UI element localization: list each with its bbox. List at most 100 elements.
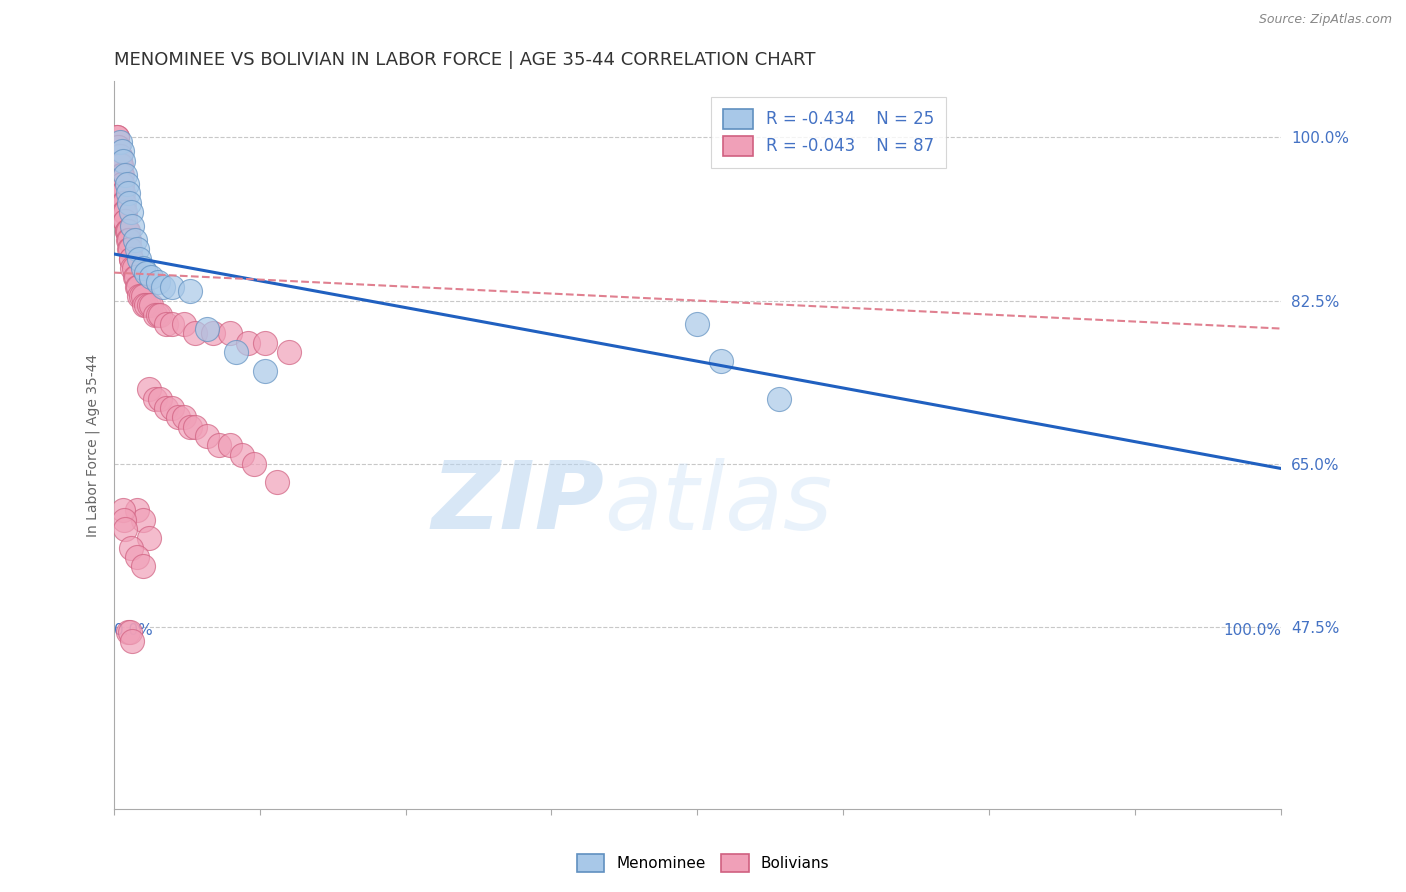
Point — [768, 392, 790, 406]
Point — [114, 205, 136, 219]
Point — [118, 195, 141, 210]
Point — [152, 279, 174, 293]
Point — [143, 392, 166, 406]
Point — [114, 214, 136, 228]
Point — [129, 289, 152, 303]
Point — [155, 401, 177, 415]
Point — [114, 214, 136, 228]
Point — [236, 335, 259, 350]
Point — [112, 205, 135, 219]
Point — [138, 382, 160, 396]
Point — [266, 475, 288, 490]
Legend: Menominee, Bolivians: Menominee, Bolivians — [569, 846, 837, 880]
Point — [117, 233, 139, 247]
Point — [111, 177, 134, 191]
Point — [231, 448, 253, 462]
Point — [112, 195, 135, 210]
Point — [254, 363, 277, 377]
Point — [112, 205, 135, 219]
Point — [112, 503, 135, 517]
Point — [710, 354, 733, 368]
Point — [111, 145, 134, 159]
Point — [117, 624, 139, 639]
Point — [173, 410, 195, 425]
Point — [124, 233, 146, 247]
Point — [132, 289, 155, 303]
Point — [111, 168, 134, 182]
Point — [108, 149, 131, 163]
Point — [111, 177, 134, 191]
Point — [139, 298, 162, 312]
Point — [225, 344, 247, 359]
Point — [108, 149, 131, 163]
Point — [118, 242, 141, 256]
Point — [132, 260, 155, 275]
Point — [112, 186, 135, 201]
Point — [120, 252, 142, 266]
Point — [121, 260, 143, 275]
Point — [120, 205, 142, 219]
Point — [125, 550, 148, 565]
Legend: R = -0.434    N = 25, R = -0.043    N = 87: R = -0.434 N = 25, R = -0.043 N = 87 — [711, 97, 946, 168]
Point — [135, 298, 157, 312]
Point — [127, 279, 149, 293]
Point — [118, 242, 141, 256]
Point — [108, 158, 131, 172]
Text: ZIP: ZIP — [432, 458, 605, 549]
Point — [122, 260, 145, 275]
Point — [111, 186, 134, 201]
Point — [107, 139, 129, 153]
Point — [160, 279, 183, 293]
Point — [121, 634, 143, 648]
Point — [149, 392, 172, 406]
Point — [112, 195, 135, 210]
Point — [201, 326, 224, 341]
Text: 0.0%: 0.0% — [114, 624, 152, 639]
Point — [195, 429, 218, 443]
Point — [118, 624, 141, 639]
Point — [128, 252, 150, 266]
Point — [107, 139, 129, 153]
Point — [242, 457, 264, 471]
Point — [125, 503, 148, 517]
Point — [132, 513, 155, 527]
Point — [107, 149, 129, 163]
Text: Source: ZipAtlas.com: Source: ZipAtlas.com — [1258, 13, 1392, 27]
Point — [115, 224, 138, 238]
Point — [179, 419, 201, 434]
Point — [143, 308, 166, 322]
Point — [125, 270, 148, 285]
Point — [254, 335, 277, 350]
Point — [132, 559, 155, 574]
Point — [110, 158, 132, 172]
Point — [108, 158, 131, 172]
Point — [208, 438, 231, 452]
Point — [160, 317, 183, 331]
Point — [173, 317, 195, 331]
Point — [138, 532, 160, 546]
Point — [112, 195, 135, 210]
Point — [155, 317, 177, 331]
Point — [105, 130, 128, 145]
Point — [146, 308, 169, 322]
Point — [108, 135, 131, 149]
Point — [195, 321, 218, 335]
Point — [132, 298, 155, 312]
Point — [160, 401, 183, 415]
Text: 100.0%: 100.0% — [1223, 624, 1281, 639]
Point — [219, 326, 242, 341]
Text: MENOMINEE VS BOLIVIAN IN LABOR FORCE | AGE 35-44 CORRELATION CHART: MENOMINEE VS BOLIVIAN IN LABOR FORCE | A… — [114, 51, 815, 69]
Point — [120, 541, 142, 555]
Point — [128, 289, 150, 303]
Point — [124, 270, 146, 285]
Point — [114, 522, 136, 536]
Point — [115, 224, 138, 238]
Point — [110, 168, 132, 182]
Point — [146, 275, 169, 289]
Point — [179, 285, 201, 299]
Point — [105, 130, 128, 145]
Point — [167, 410, 190, 425]
Point — [125, 242, 148, 256]
Point — [184, 326, 207, 341]
Point — [125, 279, 148, 293]
